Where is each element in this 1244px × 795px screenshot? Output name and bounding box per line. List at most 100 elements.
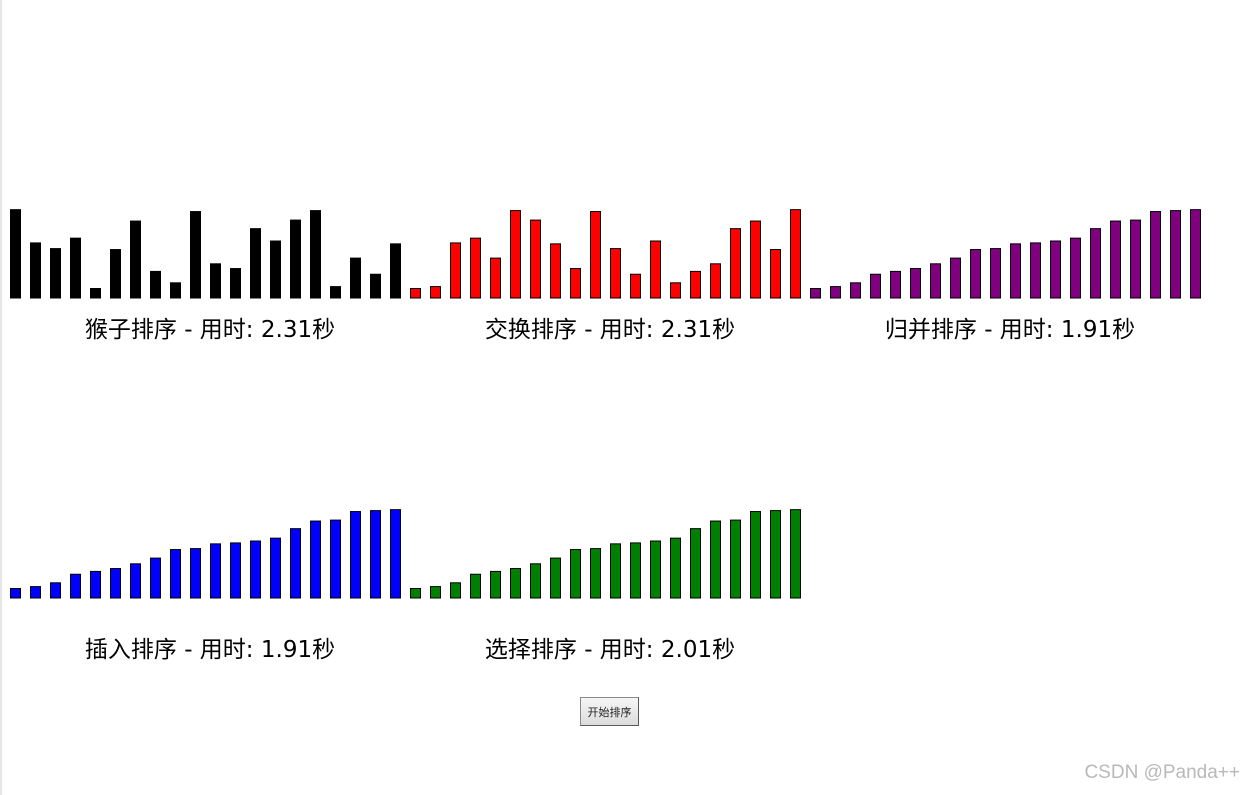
bar [70, 573, 81, 599]
bar [250, 228, 261, 299]
bar [530, 219, 541, 299]
bar [370, 510, 381, 599]
bar [50, 582, 61, 599]
bar [910, 268, 921, 299]
bar [350, 257, 361, 299]
bar [10, 588, 21, 599]
bar [150, 557, 161, 599]
bar [70, 237, 81, 299]
bar [510, 210, 521, 299]
bar [290, 528, 301, 599]
bar [710, 520, 721, 599]
bar [590, 548, 601, 599]
watermark: CSDN @Panda++ [1084, 762, 1240, 783]
bar [830, 286, 841, 299]
bar [790, 509, 801, 599]
bar [1150, 211, 1161, 299]
bar [770, 249, 781, 299]
start-sort-button[interactable]: 开始排序 [580, 697, 639, 726]
caption-selection: 选择排序 - 用时: 2.01秒 [484, 637, 736, 663]
bar [1190, 209, 1201, 299]
bar [130, 563, 141, 599]
bar [10, 209, 21, 299]
bar [270, 240, 281, 299]
bar [530, 563, 541, 599]
bar [650, 540, 661, 599]
bar [970, 249, 981, 299]
bar [810, 288, 821, 299]
bar [1090, 228, 1101, 299]
bar [30, 242, 41, 299]
bar [90, 288, 101, 299]
bar [490, 257, 501, 299]
bar [1110, 220, 1121, 299]
bar [150, 270, 161, 299]
bar [330, 286, 341, 299]
bar [790, 209, 801, 299]
bar [1030, 242, 1041, 299]
bar [90, 570, 101, 599]
bar [610, 543, 621, 599]
bar [1010, 243, 1021, 299]
bar [550, 243, 561, 299]
sort-panel-monkey: 猴子排序 - 用时: 2.31秒 [10, 0, 410, 360]
bar-chart-selection [410, 509, 801, 599]
bar [50, 248, 61, 299]
bar [310, 210, 321, 299]
sort-panel-selection: 选择排序 - 用时: 2.01秒 [410, 300, 810, 680]
bar [410, 288, 421, 299]
bar [450, 242, 461, 299]
bar [710, 263, 721, 299]
bar [190, 548, 201, 599]
bar [750, 220, 761, 299]
bar [390, 509, 401, 599]
caption-monkey: 猴子排序 - 用时: 2.31秒 [84, 317, 336, 343]
left-border [0, 0, 2, 795]
bar [370, 273, 381, 299]
bar [410, 588, 421, 599]
bar [670, 537, 681, 599]
bar [690, 270, 701, 299]
bar-chart-exchange [410, 209, 801, 299]
bar [270, 537, 281, 599]
bar-chart-insertion [10, 509, 401, 599]
bar [450, 582, 461, 599]
bar [610, 248, 621, 299]
bar [950, 257, 961, 299]
caption-exchange: 交换排序 - 用时: 2.31秒 [484, 317, 736, 343]
bar [390, 243, 401, 299]
caption-merge: 归并排序 - 用时: 1.91秒 [884, 317, 1136, 343]
bar [730, 519, 741, 599]
bar [330, 519, 341, 599]
bar [210, 263, 221, 299]
bar-chart-monkey [10, 209, 401, 299]
bar [1050, 240, 1061, 299]
bar [470, 573, 481, 599]
sort-panel-merge: 归并排序 - 用时: 1.91秒 [810, 0, 1210, 360]
bar [110, 249, 121, 299]
bar [170, 549, 181, 599]
bar [250, 540, 261, 599]
bar [550, 557, 561, 599]
bar [490, 570, 501, 599]
bar [310, 520, 321, 599]
bar [930, 263, 941, 299]
bar [690, 528, 701, 599]
bar [510, 568, 521, 599]
bar-chart-merge [810, 209, 1201, 299]
bar [630, 273, 641, 299]
bar [30, 586, 41, 599]
bar [1070, 237, 1081, 299]
bar [570, 549, 581, 599]
sort-panel-exchange: 交换排序 - 用时: 2.31秒 [410, 0, 810, 360]
bar [750, 511, 761, 599]
bar [770, 510, 781, 599]
bar [430, 286, 441, 299]
bar [990, 248, 1001, 299]
bar [850, 282, 861, 299]
bar [1170, 210, 1181, 299]
bar [430, 586, 441, 599]
bar [590, 211, 601, 299]
bar [230, 542, 241, 599]
bar [730, 228, 741, 299]
